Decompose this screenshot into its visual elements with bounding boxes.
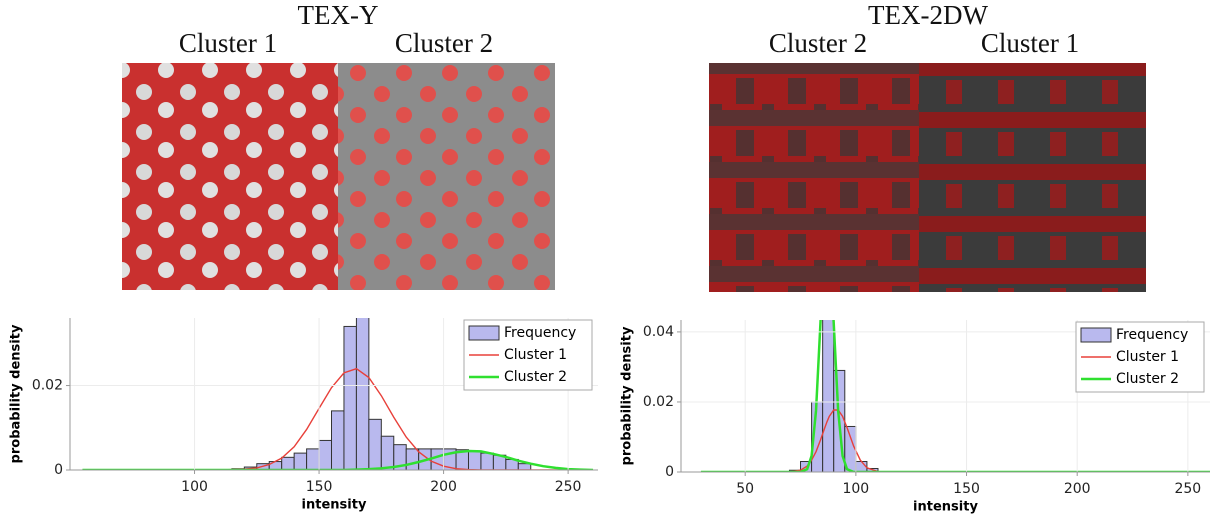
legend-swatch xyxy=(468,325,500,341)
y-tick-label: 0.04 xyxy=(643,324,674,340)
series-line xyxy=(82,367,594,470)
image-cluster xyxy=(919,63,1146,292)
histogram-bar xyxy=(517,463,532,470)
series-line xyxy=(700,409,1210,472)
x-tick-label: 50 xyxy=(736,481,754,497)
image-cluster xyxy=(122,63,338,290)
y-tick-label: 0 xyxy=(54,462,63,478)
y-tick-label: 0.02 xyxy=(32,378,63,394)
series-line xyxy=(700,320,1210,472)
histogram-bar xyxy=(343,325,357,470)
image-label: Cluster 2 xyxy=(395,28,493,58)
histogram-bar xyxy=(355,318,370,470)
series-line xyxy=(82,449,594,470)
y-tick-label: 0 xyxy=(665,464,674,480)
histogram-bar xyxy=(293,452,308,470)
image-title: TEX-2DW xyxy=(868,0,988,30)
histogram-bar xyxy=(405,448,420,470)
x-tick-label: 200 xyxy=(1064,481,1091,497)
plot-area xyxy=(700,320,1210,472)
x-tick-label: 100 xyxy=(842,481,869,497)
histogram-bar xyxy=(318,439,333,470)
image-label: Cluster 2 xyxy=(769,28,867,58)
legend-label: Cluster 1 xyxy=(1116,349,1179,365)
legend-label: Cluster 2 xyxy=(504,369,567,385)
image-label: Cluster 1 xyxy=(981,28,1079,58)
y-tick-label: 0.02 xyxy=(643,394,674,410)
image-label: Cluster 1 xyxy=(179,28,277,58)
histogram-bar xyxy=(331,410,345,470)
x-tick-label: 200 xyxy=(430,479,457,495)
y-axis-label: probability density xyxy=(620,326,635,465)
y-axis-label: probability density xyxy=(9,324,24,463)
plot-area xyxy=(82,318,594,470)
x-tick-label: 250 xyxy=(555,479,582,495)
image-cluster xyxy=(709,63,919,292)
image-cluster xyxy=(338,63,555,290)
histogram-bar xyxy=(467,450,482,470)
x-tick-label: 100 xyxy=(181,479,208,495)
x-axis-label: intensity xyxy=(302,498,367,513)
x-tick-label: 150 xyxy=(306,479,333,495)
legend-label: Frequency xyxy=(1116,327,1188,343)
histogram-bar xyxy=(822,320,835,472)
histogram-bar xyxy=(380,435,395,470)
histogram-bar xyxy=(430,448,445,470)
histogram-bar xyxy=(368,418,382,470)
histogram-bar xyxy=(480,452,494,470)
x-tick-label: 250 xyxy=(1174,481,1201,497)
x-tick-label: 150 xyxy=(953,481,980,497)
legend-label: Frequency xyxy=(504,325,576,341)
histogram-bar xyxy=(281,456,295,470)
legend-label: Cluster 2 xyxy=(1116,371,1179,387)
image-title: TEX-Y xyxy=(298,0,379,30)
legend-swatch xyxy=(1080,327,1112,343)
x-axis-label: intensity xyxy=(913,500,978,515)
histogram-bar xyxy=(306,448,320,470)
legend-label: Cluster 1 xyxy=(504,347,567,363)
